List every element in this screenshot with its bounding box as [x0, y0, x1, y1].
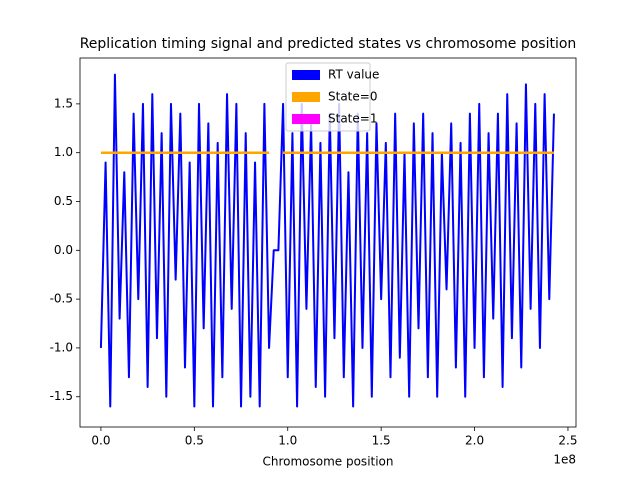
- y-tick-label: 0.0: [54, 243, 73, 257]
- legend-swatch: [292, 92, 320, 102]
- x-tick-label: 1.0: [278, 434, 297, 448]
- legend-label: State=1: [328, 112, 377, 126]
- x-tick-label: 1.5: [372, 434, 391, 448]
- x-tick-label: 2.5: [558, 434, 577, 448]
- x-axis-label: Chromosome position: [262, 455, 393, 469]
- y-tick-label: 1.5: [54, 96, 73, 110]
- series-line: [99, 73, 555, 408]
- x-tick-label: 2.0: [465, 434, 484, 448]
- plot-frame: [79, 57, 577, 428]
- x-tick-label: 0.0: [91, 434, 110, 448]
- legend-swatch: [292, 70, 320, 80]
- y-tick-label: 0.5: [54, 194, 73, 208]
- y-tick-label: 1.0: [54, 145, 73, 159]
- y-tick-label: -1.5: [50, 389, 73, 403]
- legend-swatch: [292, 114, 320, 124]
- legend-label: RT value: [328, 68, 379, 82]
- y-tick-label: -1.0: [50, 340, 73, 354]
- y-tick-label: -0.5: [50, 292, 73, 306]
- legend-label: State=0: [328, 90, 377, 104]
- x-offset-label: 1e8: [553, 453, 576, 467]
- chart-title: Replication timing signal and predicted …: [80, 36, 577, 52]
- x-tick-label: 0.5: [185, 434, 204, 448]
